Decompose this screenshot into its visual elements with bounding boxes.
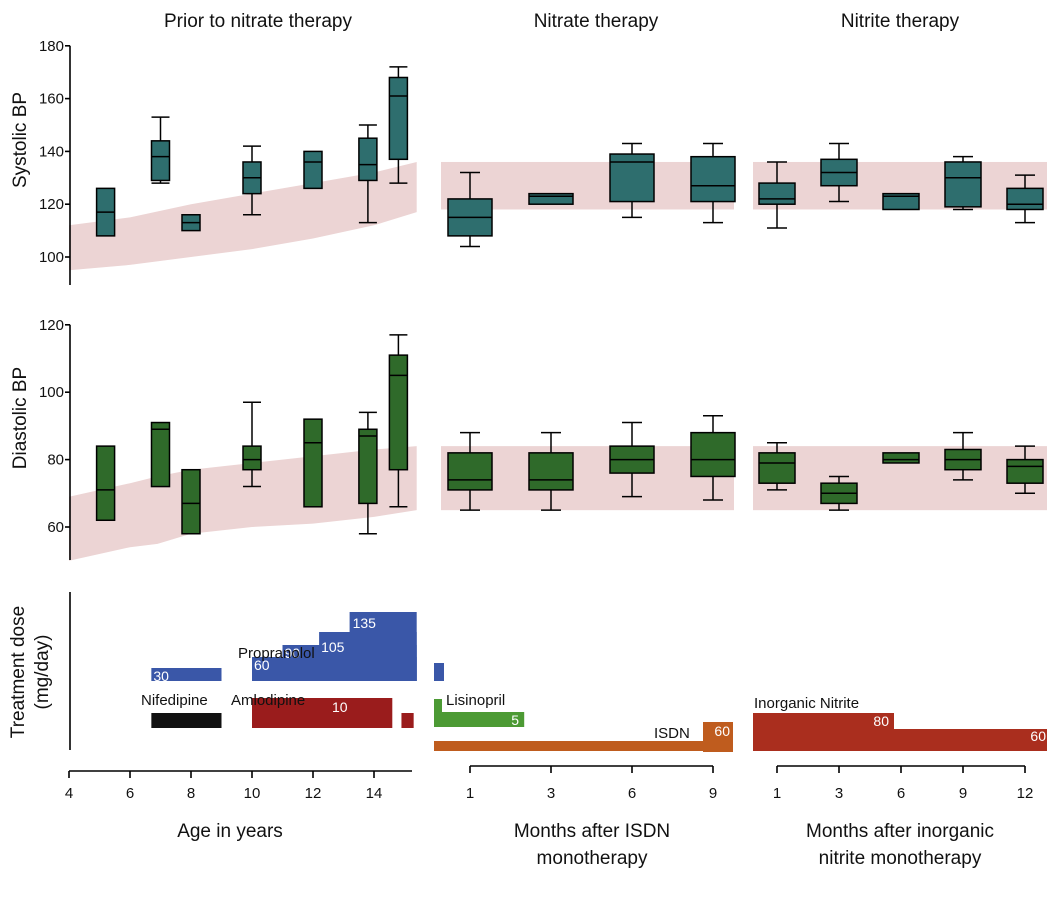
dose-label-135: 135 [353, 615, 377, 631]
diastolic-y-tick-label: 100 [39, 384, 64, 401]
dose-label-80: 80 [873, 713, 889, 729]
title-nitrate: Nitrate therapy [534, 11, 659, 32]
age-x-tick-label: 12 [305, 785, 322, 802]
diastolic-y-tick-label: 80 [47, 452, 64, 469]
systolic-box [882, 192, 920, 211]
nitrite-x-tick-label: 9 [959, 785, 967, 802]
drug-label-lisinopril: Lisinopril [446, 692, 505, 709]
dose-label-30: 30 [153, 668, 169, 684]
dose-label-isdn-60: 60 [714, 723, 730, 739]
diastolic-box [242, 445, 262, 471]
xlabel-nitrite-line2: nitrite monotherapy [819, 848, 982, 869]
dose-label-60: 60 [254, 657, 270, 673]
systolic-box [358, 137, 378, 182]
propranolol-bar-135 [349, 612, 417, 681]
diastolic-box [882, 452, 920, 464]
systolic-box [303, 150, 323, 190]
systolic-normal-band-prior [69, 162, 417, 271]
systolic-box [944, 161, 982, 208]
nifedipine-bar [151, 713, 222, 728]
diastolic-y-tick-label: 60 [47, 519, 64, 536]
diastolic-box [1006, 458, 1044, 484]
amlodipine-bar-10 [252, 698, 393, 728]
dose-label-90: 90 [285, 645, 301, 661]
age-x-tick-label: 4 [65, 785, 73, 802]
dose-label-10: 10 [332, 699, 348, 715]
xlabel-isdn-line2: monotherapy [537, 848, 648, 869]
lisinopril-bar-start [434, 699, 442, 713]
systolic-box [609, 153, 655, 203]
age-x-tick-label: 14 [366, 785, 383, 802]
systolic-box [758, 182, 796, 205]
diastolic-box [447, 452, 493, 491]
nitrite-x-tick-label: 1 [773, 785, 781, 802]
nitrite-x-tick-label: 6 [897, 785, 905, 802]
xlabel-isdn-line1: Months after ISDN [514, 821, 670, 842]
diastolic-box [528, 452, 574, 491]
ylabel-systolic: Systolic BP [10, 92, 31, 188]
drug-label-inorganic-nitrite: Inorganic Nitrite [754, 695, 859, 712]
isdn-screenshot [434, 741, 733, 751]
nitrite-x-tick-label: 3 [835, 785, 843, 802]
age-x-tick-label: 8 [187, 785, 195, 802]
systolic-y-tick-label: 140 [39, 143, 64, 160]
dose-label-5: 5 [511, 712, 519, 728]
systolic-box [1006, 187, 1044, 211]
diastolic-box [303, 418, 323, 508]
inorganic-nitrite-bar-60 [894, 729, 1047, 751]
ylabel-dose-line2: (mg/day) [32, 635, 53, 710]
title-prior: Prior to nitrate therapy [164, 11, 352, 32]
diastolic-box [690, 431, 736, 478]
systolic-box [690, 155, 736, 203]
diastolic-box [388, 354, 409, 471]
drug-label-propranolol: Propranolol [238, 645, 315, 662]
diastolic-box [95, 445, 116, 522]
diastolic-box [358, 428, 378, 505]
systolic-box [388, 76, 409, 161]
age-x-tick-label: 10 [244, 785, 261, 802]
propranolol-bar-30 [151, 668, 222, 681]
isdn-x-tick-label: 1 [466, 785, 474, 802]
systolic-y-tick-label: 180 [39, 38, 64, 55]
inorganic-nitrite-bar-80 [753, 713, 894, 751]
axes [65, 44, 1026, 778]
dose-label-105: 105 [321, 639, 345, 655]
diastolic-box [181, 468, 201, 535]
diastolic-box [150, 421, 171, 488]
nitrite-x-tick-label: 12 [1017, 785, 1034, 802]
drug-label-nifedipine: Nifedipine [141, 692, 208, 709]
systolic-y-tick-label: 100 [39, 249, 64, 266]
isdn-x-tick-label: 3 [547, 785, 555, 802]
diastolic-normal-band-prior [69, 446, 417, 561]
systolic-box [150, 140, 171, 182]
normal-range-bands [69, 161, 1047, 561]
lisinopril-bar-5 [434, 712, 525, 727]
diastolic-box [758, 452, 796, 484]
systolic-box [528, 192, 574, 205]
isdn-x-tick-label: 6 [628, 785, 636, 802]
amlodipine-bar-late [401, 713, 414, 728]
diastolic-y-tick-label: 120 [39, 317, 64, 334]
ylabel-diastolic: Diastolic BP [10, 367, 31, 469]
systolic-y-tick-label: 160 [39, 91, 64, 108]
age-x-tick-label: 6 [126, 785, 134, 802]
drug-label-isdn: ISDN [654, 725, 690, 742]
title-nitrite: Nitrite therapy [841, 11, 960, 32]
xlabel-nitrite-line1: Months after inorganic [806, 821, 994, 842]
isdn-x-tick-label: 9 [709, 785, 717, 802]
systolic-y-tick-label: 120 [39, 196, 64, 213]
drug-label-amlodipine: Amlodipine [231, 692, 305, 709]
box-plots [95, 66, 1044, 535]
ylabel-dose-line1: Treatment dose [8, 606, 29, 738]
dose-label-nitrite-60: 60 [1030, 728, 1046, 744]
xlabel-age: Age in years [177, 821, 283, 842]
propranolol-bar-continued [434, 663, 444, 681]
treatment-bars: 30609010513510545608060 [151, 612, 1047, 759]
